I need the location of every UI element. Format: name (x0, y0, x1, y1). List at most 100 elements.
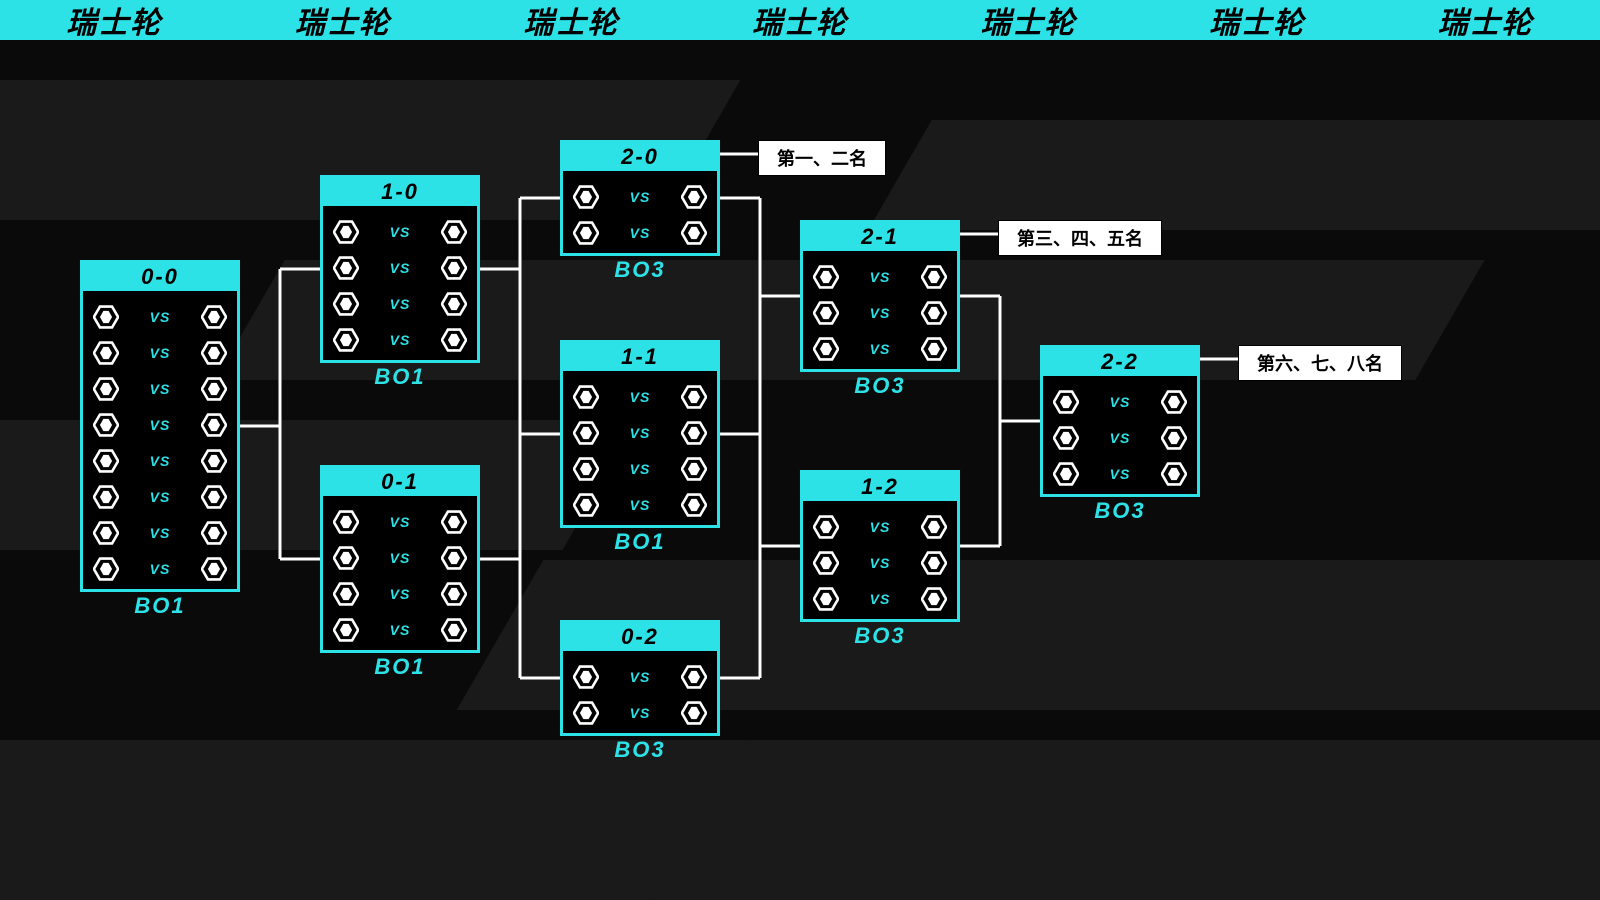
team-hex-icon (681, 384, 707, 410)
card-footer: BO3 (803, 623, 957, 649)
bracket-card-r2w: 2-0 VS VS BO3 (560, 140, 720, 256)
team-hex-icon (333, 617, 359, 643)
team-hex-icon (333, 581, 359, 607)
team-hex-icon (93, 412, 119, 438)
vs-label: VS (1110, 394, 1131, 410)
vs-label: VS (630, 497, 651, 513)
banner-text: 瑞士轮 (295, 0, 391, 40)
match-row: VS (93, 371, 227, 407)
team-hex-icon (573, 456, 599, 482)
card-footer: BO3 (803, 373, 957, 399)
banner-text: 瑞士轮 (1209, 0, 1305, 40)
vs-label: VS (1110, 430, 1131, 446)
vs-label: VS (390, 586, 411, 602)
card-body: VS VS VS (1043, 376, 1197, 500)
match-row: VS (813, 581, 947, 617)
match-row: VS (813, 259, 947, 295)
team-hex-icon (441, 255, 467, 281)
team-hex-icon (1053, 389, 1079, 415)
team-hex-icon (441, 219, 467, 245)
team-hex-icon (93, 376, 119, 402)
match-row: VS (573, 215, 707, 251)
team-hex-icon (573, 492, 599, 518)
match-row: VS (93, 407, 227, 443)
team-hex-icon (681, 184, 707, 210)
team-hex-icon (813, 264, 839, 290)
team-hex-icon (201, 448, 227, 474)
team-hex-icon (921, 336, 947, 362)
team-hex-icon (573, 184, 599, 210)
card-body: VS VS (563, 171, 717, 259)
card-footer: BO3 (563, 257, 717, 283)
team-hex-icon (201, 484, 227, 510)
vs-label: VS (630, 669, 651, 685)
team-hex-icon (921, 586, 947, 612)
card-title: 1-1 (563, 343, 717, 371)
banner-text: 瑞士轮 (1438, 0, 1534, 40)
card-title: 2-1 (803, 223, 957, 251)
bracket-card-r4: 2-2 VS VS VS BO3 (1040, 345, 1200, 497)
team-hex-icon (93, 304, 119, 330)
card-footer: BO1 (323, 364, 477, 390)
team-hex-icon (813, 336, 839, 362)
team-hex-icon (681, 420, 707, 446)
match-row: VS (1053, 420, 1187, 456)
team-hex-icon (333, 509, 359, 535)
card-body: VS VS VS (803, 501, 957, 625)
vs-label: VS (390, 332, 411, 348)
vs-label: VS (150, 525, 171, 541)
team-hex-icon (93, 484, 119, 510)
match-row: VS (573, 451, 707, 487)
match-row: VS (333, 322, 467, 358)
vs-label: VS (150, 345, 171, 361)
vs-label: VS (150, 489, 171, 505)
team-hex-icon (681, 456, 707, 482)
vs-label: VS (630, 705, 651, 721)
team-hex-icon (681, 664, 707, 690)
vs-label: VS (870, 269, 891, 285)
card-title: 0-2 (563, 623, 717, 651)
top-banner: 瑞士轮瑞士轮瑞士轮瑞士轮瑞士轮瑞士轮瑞士轮 (0, 0, 1600, 40)
vs-label: VS (150, 453, 171, 469)
card-body: VS VS (563, 651, 717, 739)
team-hex-icon (441, 545, 467, 571)
team-hex-icon (441, 327, 467, 353)
card-body: VS VS VS VS (563, 371, 717, 531)
match-row: VS (573, 695, 707, 731)
card-title: 2-2 (1043, 348, 1197, 376)
qualification-tag: 第三、四、五名 (998, 220, 1162, 256)
team-hex-icon (573, 664, 599, 690)
match-row: VS (1053, 456, 1187, 492)
banner-text: 瑞士轮 (752, 0, 848, 40)
banner-text: 瑞士轮 (66, 0, 162, 40)
match-row: VS (93, 443, 227, 479)
qualification-tag: 第六、七、八名 (1238, 345, 1402, 381)
match-row: VS (93, 479, 227, 515)
bracket-arena: 0-0 VS VS VS VS VS VS VS (0, 40, 1600, 900)
match-row: VS (1053, 384, 1187, 420)
team-hex-icon (573, 220, 599, 246)
team-hex-icon (1053, 461, 1079, 487)
card-footer: BO1 (83, 593, 237, 619)
team-hex-icon (1053, 425, 1079, 451)
team-hex-icon (573, 420, 599, 446)
bracket-card-r0: 0-0 VS VS VS VS VS VS VS (80, 260, 240, 592)
team-hex-icon (93, 448, 119, 474)
team-hex-icon (1161, 461, 1187, 487)
bracket-card-r3w: 2-1 VS VS VS BO3 (800, 220, 960, 372)
vs-label: VS (1110, 466, 1131, 482)
match-row: VS (333, 214, 467, 250)
team-hex-icon (921, 550, 947, 576)
vs-label: VS (870, 341, 891, 357)
team-hex-icon (201, 556, 227, 582)
team-hex-icon (1161, 389, 1187, 415)
match-row: VS (573, 179, 707, 215)
match-row: VS (333, 250, 467, 286)
match-row: VS (573, 659, 707, 695)
vs-label: VS (630, 225, 651, 241)
card-body: VS VS VS VS (323, 206, 477, 366)
team-hex-icon (573, 700, 599, 726)
team-hex-icon (441, 509, 467, 535)
team-hex-icon (921, 300, 947, 326)
vs-label: VS (390, 296, 411, 312)
